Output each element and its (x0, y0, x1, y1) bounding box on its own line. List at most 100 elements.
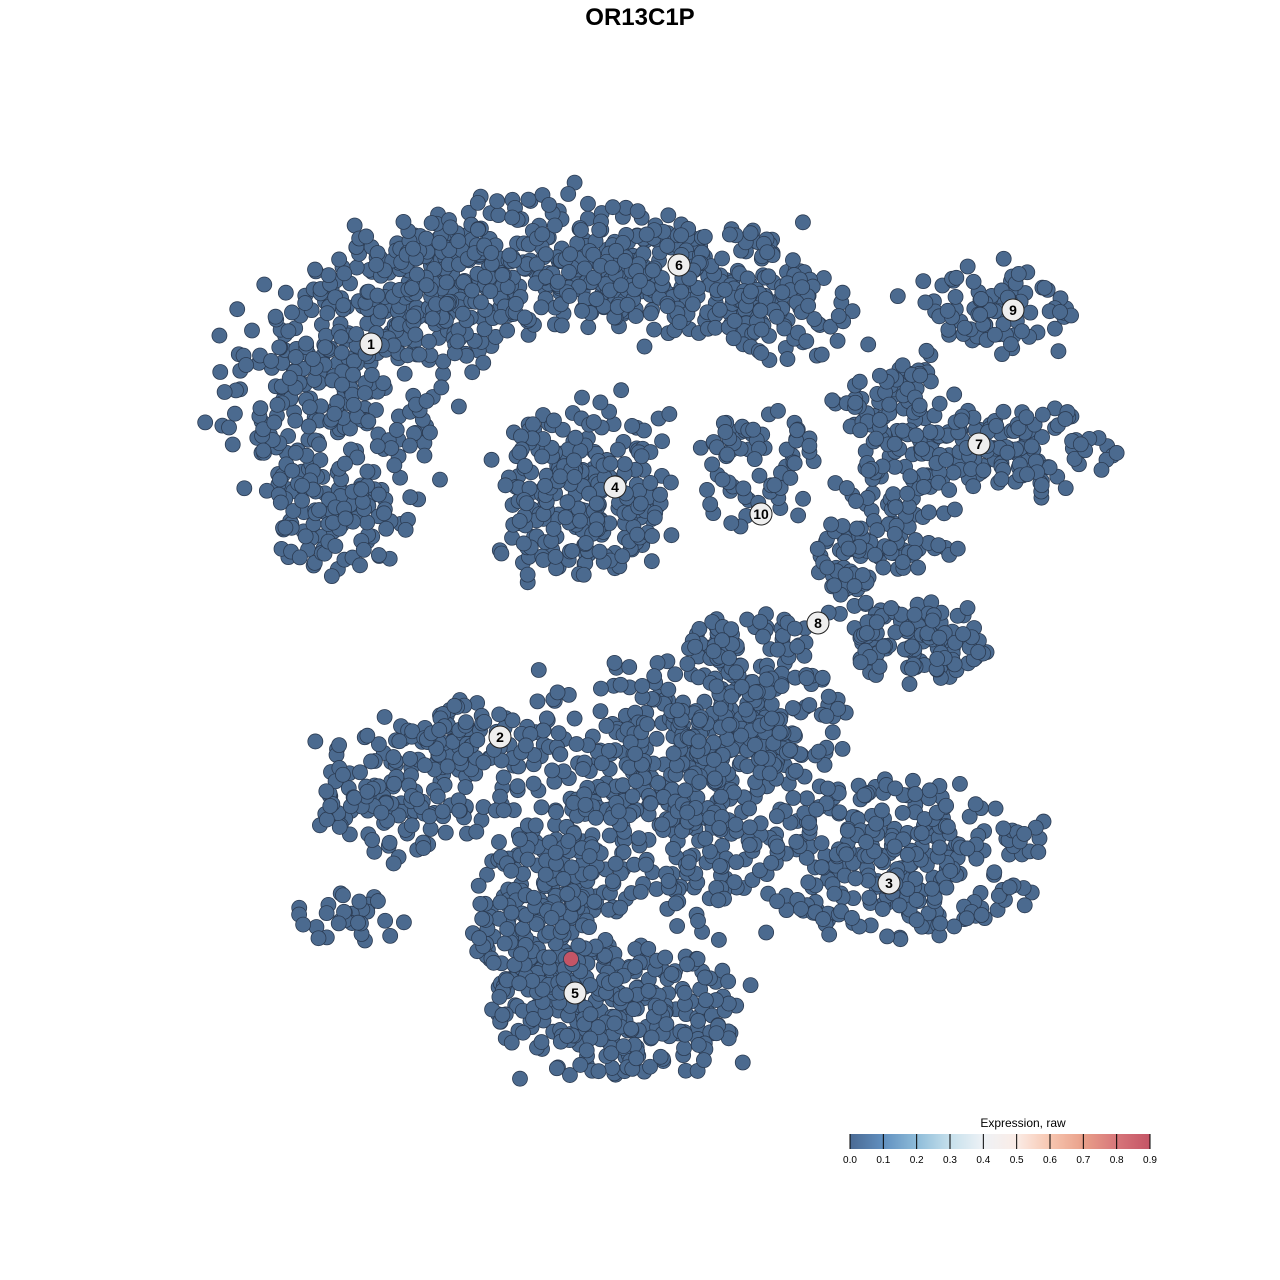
data-point (337, 455, 353, 472)
data-point (705, 751, 722, 768)
data-point (566, 469, 583, 485)
data-point (713, 788, 729, 805)
data-point (238, 357, 254, 373)
data-point (621, 659, 638, 675)
data-point (915, 273, 932, 290)
cluster-label-7: 7 (967, 432, 991, 456)
data-point (643, 553, 660, 570)
data-point (634, 677, 651, 694)
data-point (834, 284, 851, 301)
data-point (967, 796, 984, 813)
data-point (868, 430, 884, 447)
data-point (615, 844, 632, 860)
data-point (644, 262, 661, 279)
data-point (728, 664, 745, 681)
data-point (886, 435, 903, 452)
data-point (911, 397, 928, 414)
data-point (1057, 411, 1074, 427)
data-point (552, 468, 569, 485)
data-point (538, 246, 554, 263)
data-point (676, 1040, 692, 1057)
data-point (591, 222, 608, 238)
data-point (939, 302, 956, 319)
data-point (696, 228, 713, 245)
data-point (924, 612, 941, 629)
data-point (734, 1054, 751, 1071)
data-point (346, 789, 363, 806)
data-point (610, 441, 626, 458)
data-point (300, 418, 317, 435)
data-point (671, 314, 688, 330)
data-point (924, 880, 940, 897)
data-point (423, 215, 440, 231)
data-point (623, 1021, 639, 1037)
data-point (388, 422, 405, 438)
data-point (575, 566, 592, 583)
cluster-label-10: 10 (749, 502, 773, 526)
data-point (690, 1037, 707, 1053)
data-point (710, 932, 727, 948)
data-point (606, 654, 623, 671)
data-point (669, 918, 686, 934)
data-point (433, 379, 450, 396)
cluster-label-6: 6 (667, 253, 691, 277)
highlighted-data-point (563, 951, 579, 967)
data-point (741, 819, 758, 836)
colorbar-tick-label: 0.3 (943, 1155, 957, 1166)
data-point (607, 855, 624, 872)
data-point (368, 256, 385, 273)
data-point (917, 294, 934, 311)
data-point (949, 540, 966, 557)
data-point (494, 267, 511, 283)
data-point (511, 444, 528, 461)
data-point (753, 345, 770, 361)
data-point (519, 851, 536, 868)
cluster-labels: 1 2 3 4 5 6 7 8 9 10 (359, 253, 1025, 1005)
cluster-label-9: 9 (1001, 298, 1025, 322)
data-point (723, 688, 740, 705)
data-point (940, 818, 956, 835)
data-point (476, 269, 493, 285)
data-point (511, 513, 528, 529)
data-point (311, 502, 327, 518)
data-point (829, 332, 846, 349)
data-point (915, 479, 932, 495)
data-point (370, 736, 387, 753)
data-point (920, 504, 937, 521)
data-point (397, 521, 414, 538)
data-point (831, 804, 848, 821)
data-point (606, 1015, 623, 1032)
data-point (773, 678, 790, 695)
data-point (285, 503, 302, 519)
data-point (838, 846, 855, 863)
data-point (891, 897, 908, 914)
data-point (628, 1050, 645, 1067)
data-point (846, 578, 863, 595)
data-point (837, 566, 854, 583)
data-point (351, 893, 368, 910)
data-point (541, 949, 558, 966)
data-point (562, 246, 578, 263)
data-point (889, 288, 906, 305)
data-point (642, 475, 659, 491)
data-point (801, 814, 817, 831)
data-point (847, 870, 864, 887)
data-point (676, 984, 693, 1001)
data-point (586, 893, 603, 910)
data-point (475, 754, 492, 771)
colorbar-tick-label: 0.1 (876, 1155, 890, 1166)
data-point (326, 405, 343, 422)
data-point (211, 327, 228, 344)
data-point (727, 816, 744, 833)
data-point (673, 227, 690, 244)
data-point (475, 354, 492, 371)
data-point (588, 495, 605, 512)
data-point (769, 893, 786, 910)
data-point (405, 240, 421, 257)
data-point (677, 782, 694, 799)
data-point (464, 364, 481, 381)
data-point (813, 346, 830, 363)
data-point (294, 492, 310, 509)
data-point (272, 494, 289, 511)
data-point (946, 501, 963, 518)
